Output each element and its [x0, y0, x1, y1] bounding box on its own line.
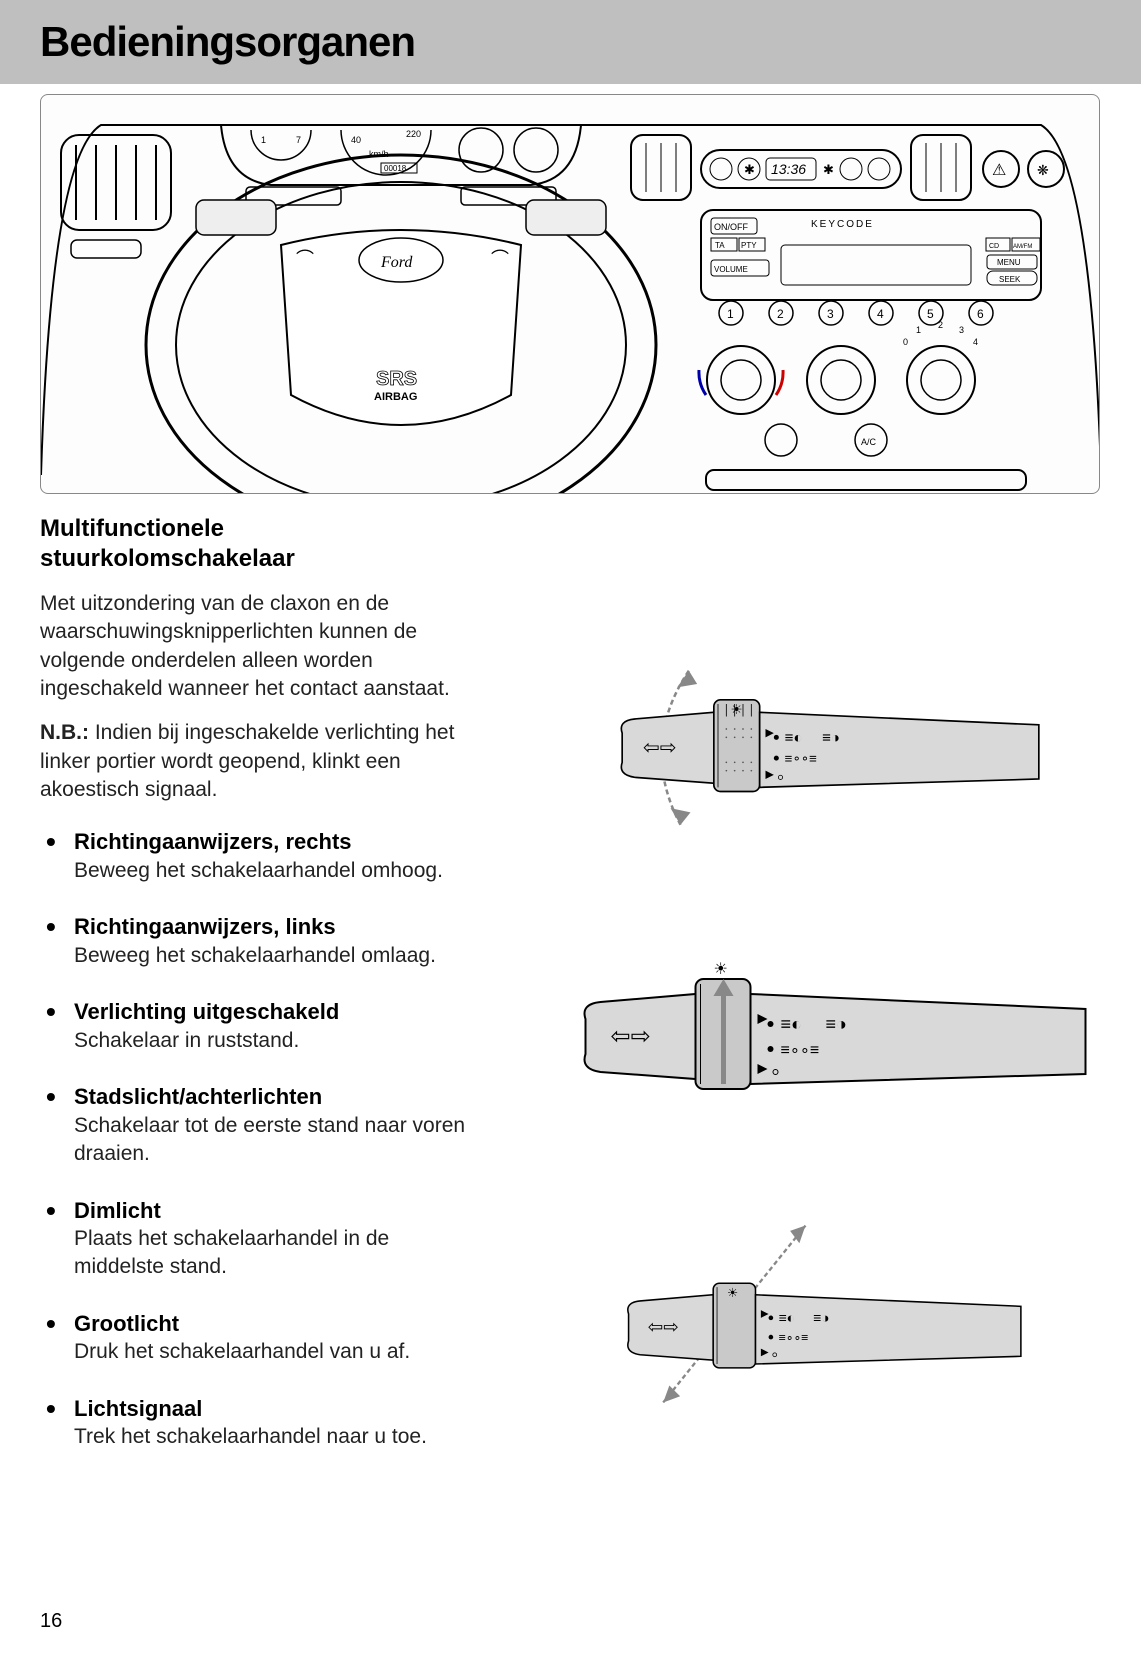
bullet-title: Richtingaanwijzers, rechts: [74, 828, 480, 857]
lowbeam-icon: ≡◐: [785, 729, 803, 746]
preset-1: 1: [727, 307, 734, 321]
radio-amfm: AM/FM: [1013, 244, 1032, 250]
airbag-label: AIRBAG: [374, 391, 417, 403]
heading-line-2: stuurkolomschakelaar: [40, 545, 295, 572]
fan-mark-4: 4: [973, 337, 978, 347]
bullet-desc: Schakelaar tot de eerste stand naar vore…: [74, 1112, 480, 1169]
bullet-desc: Plaats het schakelaarhandel in de middel…: [74, 1225, 480, 1282]
stalk-figure-indicators: ⇦⇨ ☀ ≡◐ ≡◑ ≡∘∘≡: [510, 654, 1101, 854]
radio-ta: TA: [715, 241, 725, 250]
airbag-srs: SRS: [376, 368, 417, 390]
bullet-list: Richtingaanwijzers, rechts Beweeg het sc…: [40, 828, 480, 1451]
fan-mark-0: 0: [903, 337, 908, 347]
bullet-desc: Trek het schakelaarhandel naar u toe.: [74, 1423, 480, 1451]
stalk-figure-rotate: ⇦⇨ ☀ ≡◐ ≡◑ ≡∘∘≡: [510, 934, 1101, 1134]
page-title: Bedieningsorganen: [40, 18, 1101, 66]
bullet-item: Richtingaanwijzers, rechts Beweeg het sc…: [40, 828, 480, 885]
bullet-desc: Schakelaar in ruststand.: [74, 1027, 480, 1055]
fan-mark-2: 2: [938, 320, 943, 330]
snowflake-icon: ✱: [823, 162, 834, 177]
fog-icon: ❋: [1037, 162, 1049, 178]
radio-keycode: KEYCODE: [811, 219, 874, 230]
bullet-item: Verlichting uitgeschakeld Schakelaar in …: [40, 998, 480, 1055]
dashboard-svg: 1 7 40 220 km/h 00018 Ford SRS AIRBAG ⌒ …: [41, 95, 1100, 494]
lowbeam-icon: ≡◐: [779, 1309, 795, 1325]
parklight-icon: ≡∘∘≡: [781, 1042, 820, 1059]
content-columns: Multifunctionele stuurkolomschakelaar Me…: [0, 514, 1141, 1480]
bullet-item: Grootlicht Druk het schakelaarhandel van…: [40, 1310, 480, 1367]
parklight-icon: ≡∘∘≡: [785, 751, 817, 766]
text-column: Multifunctionele stuurkolomschakelaar Me…: [40, 514, 480, 1480]
preset-2: 2: [777, 307, 784, 321]
intro-paragraph: Met uitzondering van de claxon en de waa…: [40, 590, 480, 703]
bullet-desc: Druk het schakelaarhandel van u af.: [74, 1338, 480, 1366]
clock-display: 13:36: [771, 161, 806, 177]
odometer: 00018: [384, 164, 407, 173]
highbeam-icon: ≡◑: [826, 1014, 847, 1034]
rpm-mark: 7: [296, 135, 301, 145]
note-paragraph: N.B.: Indien bij ingeschakelde verlichti…: [40, 719, 480, 804]
speed-mark: 40: [351, 135, 361, 145]
bullet-item: Dimlicht Plaats het schakelaarhandel in …: [40, 1197, 480, 1282]
bullet-item: Stadslicht/achterlichten Schakelaar tot …: [40, 1083, 480, 1168]
ac-button-label: A/C: [861, 437, 877, 447]
bullet-title: Stadslicht/achterlichten: [74, 1083, 480, 1112]
horn-icon: ⌒: [491, 249, 509, 269]
bullet-title: Dimlicht: [74, 1197, 480, 1226]
highbeam-icon: ≡◑: [822, 729, 840, 746]
bullet-desc: Beweeg het schakelaarhandel omhoog.: [74, 857, 480, 885]
speed-mark: 220: [406, 129, 421, 139]
note-text: Indien bij ingeschakelde verlichting het…: [40, 721, 454, 801]
bullet-title: Richtingaanwijzers, links: [74, 913, 480, 942]
turn-arrows-icon: ⇦⇨: [648, 1316, 679, 1337]
lowbeam-icon: ≡◐: [781, 1014, 802, 1034]
light-icon: ☀: [727, 1286, 738, 1300]
radio-pty: PTY: [741, 241, 757, 250]
turn-arrows-icon: ⇦⇨: [643, 737, 677, 759]
hazard-icon: ⚠: [992, 162, 1006, 179]
page-number: 16: [40, 1610, 62, 1633]
brand-logo: Ford: [380, 254, 413, 271]
rpm-mark: 1: [261, 135, 266, 145]
turn-arrows-icon: ⇦⇨: [611, 1023, 651, 1050]
preset-6: 6: [977, 307, 984, 321]
preset-5: 5: [927, 307, 934, 321]
bullet-item: Richtingaanwijzers, links Beweeg het sch…: [40, 913, 480, 970]
radio-menu: MENU: [997, 258, 1021, 267]
heading-line-1: Multifunctionele: [40, 515, 224, 542]
dashboard-illustration: 1 7 40 220 km/h 00018 Ford SRS AIRBAG ⌒ …: [40, 94, 1100, 494]
light-icon: ☀: [714, 961, 728, 978]
fan-mark-1: 1: [916, 325, 921, 335]
radio-cd: CD: [989, 243, 999, 250]
stalk-figure-pushpull: ⇦⇨ ☀ ≡◐ ≡◑ ≡∘∘≡: [510, 1214, 1101, 1414]
preset-3: 3: [827, 307, 834, 321]
bullet-item: Lichtsignaal Trek het schakelaarhandel n…: [40, 1395, 480, 1452]
fan-mark-3: 3: [959, 325, 964, 335]
bullet-title: Lichtsignaal: [74, 1395, 480, 1424]
highbeam-icon: ≡◑: [813, 1309, 829, 1325]
radio-seek: SEEK: [999, 275, 1021, 284]
bullet-title: Grootlicht: [74, 1310, 480, 1339]
page-header-bar: Bedieningsorganen: [0, 0, 1141, 84]
radio-volume: VOLUME: [714, 265, 748, 274]
section-heading: Multifunctionele stuurkolomschakelaar: [40, 514, 480, 574]
preset-4: 4: [877, 307, 884, 321]
horn-icon: ⌒: [296, 249, 314, 269]
snowflake-icon: ✱: [744, 162, 755, 177]
note-label: N.B.:: [40, 721, 89, 744]
bullet-title: Verlichting uitgeschakeld: [74, 998, 480, 1027]
bullet-desc: Beweeg het schakelaarhandel omlaag.: [74, 942, 480, 970]
light-icon: ☀: [731, 702, 743, 717]
figure-column: ⇦⇨ ☀ ≡◐ ≡◑ ≡∘∘≡: [510, 514, 1101, 1480]
parklight-icon: ≡∘∘≡: [779, 1331, 809, 1345]
radio-onoff: ON/OFF: [714, 222, 748, 232]
